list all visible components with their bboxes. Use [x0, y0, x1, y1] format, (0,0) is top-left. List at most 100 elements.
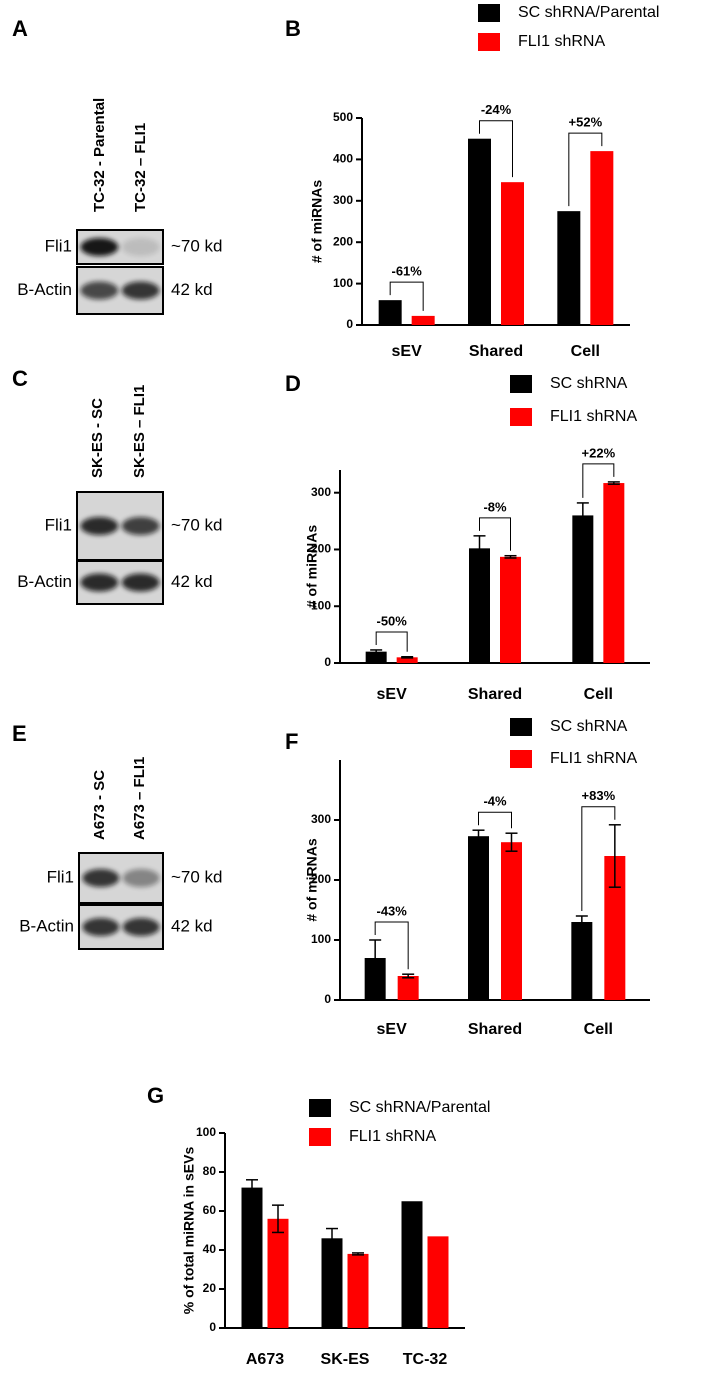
y-axis-label: # of miRNAs — [304, 525, 320, 608]
y-tick-label: 0 — [346, 317, 353, 331]
bar — [396, 657, 418, 663]
bar — [411, 315, 435, 325]
error-bar — [370, 649, 383, 655]
x-tick-label: A673 — [246, 1351, 284, 1368]
bar — [468, 836, 489, 1000]
bracket — [375, 631, 408, 652]
size-label: ~70 kd — [171, 236, 223, 255]
blot-band — [80, 238, 119, 256]
x-tick-label: Shared — [469, 343, 523, 360]
error-bar — [369, 939, 382, 977]
annotation: +52% — [569, 115, 603, 130]
y-tick-label: 100 — [311, 598, 331, 612]
legend-swatch — [510, 408, 532, 426]
bar — [501, 182, 524, 325]
lane-label: A673 – FLI1 — [131, 757, 148, 840]
bracket — [374, 921, 409, 970]
bracket — [478, 811, 512, 829]
blot-band — [82, 918, 120, 936]
legend-label: SC shRNA — [550, 718, 628, 735]
bracket — [582, 463, 615, 498]
error-bar — [352, 1252, 364, 1256]
row-label: Fli1 — [47, 867, 74, 886]
lane-label: A673 - SC — [91, 770, 108, 840]
x-tick-label: Cell — [584, 1021, 613, 1038]
y-tick-label: 200 — [311, 872, 331, 886]
row-label: Fli1 — [45, 236, 72, 255]
annotation: -8% — [483, 499, 507, 514]
size-label: ~70 kd — [171, 515, 223, 534]
panel-letter: D — [285, 371, 301, 396]
x-tick-label: sEV — [377, 686, 408, 703]
lane-label: SK-ES - SC — [89, 398, 106, 478]
row-label: B-Actin — [19, 916, 74, 935]
bar — [590, 151, 614, 325]
legend-swatch — [510, 750, 532, 768]
error-bar — [272, 1204, 284, 1234]
legend-label: FLI1 shRNA — [550, 408, 637, 425]
legend-label: FLI1 shRNA — [349, 1128, 436, 1145]
y-tick-label: 300 — [311, 485, 331, 499]
legend-swatch — [309, 1099, 331, 1117]
annotation: -4% — [483, 794, 507, 809]
y-tick-label: 40 — [203, 1242, 217, 1256]
blot-band — [80, 281, 119, 300]
annotation: -43% — [376, 903, 407, 918]
panel-letter: C — [12, 366, 28, 391]
error-bar — [575, 915, 588, 929]
error-bar — [608, 824, 621, 888]
legend-swatch — [510, 718, 532, 736]
blot-band — [122, 869, 160, 887]
y-tick-label: 0 — [209, 1320, 216, 1334]
y-axis-label: # of miRNAs — [309, 180, 325, 263]
blot-band — [80, 573, 119, 592]
bar — [572, 515, 594, 663]
annotation: +22% — [582, 445, 616, 460]
x-tick-label: TC-32 — [403, 1351, 448, 1368]
bar — [378, 300, 402, 325]
x-tick-label: Cell — [571, 343, 600, 360]
error-bar — [504, 554, 517, 559]
row-label: B-Actin — [17, 280, 72, 299]
blot-band — [121, 238, 160, 256]
panel-letter: B — [285, 16, 301, 41]
size-label: 42 kd — [171, 572, 213, 591]
y-tick-label: 100 — [311, 932, 331, 946]
x-tick-label: Shared — [468, 686, 522, 703]
error-bar — [246, 1179, 258, 1197]
error-bar — [576, 502, 589, 529]
y-tick-label: 400 — [333, 152, 353, 166]
legend-label: SC shRNA/Parental — [349, 1099, 490, 1116]
blot-band — [80, 517, 119, 535]
bar — [364, 958, 386, 1000]
error-bar — [607, 481, 620, 485]
bar — [321, 1238, 343, 1328]
y-tick-label: 100 — [196, 1125, 216, 1139]
y-tick-label: 200 — [311, 542, 331, 556]
panel-letter: F — [285, 729, 298, 754]
bar — [397, 976, 419, 1000]
y-tick-label: 200 — [333, 234, 353, 248]
blot-band — [121, 281, 160, 300]
lane-label: SK-ES – FLI1 — [131, 385, 148, 478]
x-tick-label: Shared — [468, 1021, 522, 1038]
row-label: Fli1 — [45, 515, 72, 534]
legend-label: FLI1 shRNA — [550, 750, 637, 767]
y-tick-label: 100 — [333, 276, 353, 290]
y-axis-label: # of miRNAs — [304, 838, 320, 921]
error-bar — [401, 656, 414, 659]
error-bar — [402, 973, 415, 979]
y-tick-label: 60 — [203, 1203, 217, 1217]
y-tick-label: 300 — [333, 193, 353, 207]
annotation: -50% — [376, 613, 407, 628]
blot-band — [121, 517, 160, 535]
bar — [365, 651, 387, 663]
size-label: ~70 kd — [171, 867, 223, 886]
annotation: -24% — [481, 102, 512, 117]
bar — [604, 856, 626, 1000]
blot-band — [121, 573, 160, 592]
bar — [469, 548, 490, 663]
legend-label: SC shRNA/Parental — [518, 4, 659, 21]
bar — [241, 1187, 263, 1328]
legend-label: SC shRNA — [550, 375, 628, 392]
